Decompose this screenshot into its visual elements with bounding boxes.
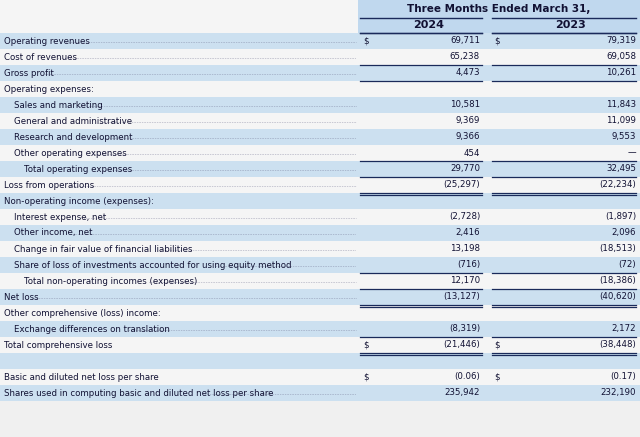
Text: (18,513): (18,513) (599, 244, 636, 253)
Text: $: $ (363, 372, 369, 382)
Text: (0.06): (0.06) (454, 372, 480, 382)
Text: 2023: 2023 (555, 20, 586, 30)
Text: Interest expense, net: Interest expense, net (14, 212, 106, 222)
Bar (0, 289, 640, 305)
Bar (0, 321, 640, 337)
Text: 32,495: 32,495 (606, 164, 636, 173)
Bar (0, 161, 640, 177)
Bar (0, 0, 358, 18)
Text: Total non-operating incomes (expenses): Total non-operating incomes (expenses) (24, 277, 197, 285)
Text: (1,897): (1,897) (605, 212, 636, 222)
Text: 12,170: 12,170 (450, 277, 480, 285)
Text: Three Months Ended March 31,: Three Months Ended March 31, (407, 3, 591, 14)
Text: (18,386): (18,386) (599, 277, 636, 285)
Bar (0, 337, 640, 353)
Text: Operating revenues: Operating revenues (4, 37, 90, 45)
Text: 232,190: 232,190 (600, 388, 636, 398)
Text: (22,234): (22,234) (599, 180, 636, 190)
Text: $: $ (363, 340, 369, 350)
Text: Total operating expenses: Total operating expenses (24, 164, 132, 173)
Bar (0, 369, 640, 385)
Text: 10,261: 10,261 (606, 69, 636, 77)
Text: Total comprehensive loss: Total comprehensive loss (4, 340, 113, 350)
Text: $: $ (494, 340, 499, 350)
Text: 29,770: 29,770 (450, 164, 480, 173)
Text: 13,198: 13,198 (450, 244, 480, 253)
Text: (2,728): (2,728) (449, 212, 480, 222)
Text: (38,448): (38,448) (599, 340, 636, 350)
Text: 9,366: 9,366 (456, 132, 480, 142)
Bar (0, 241, 640, 257)
Text: 11,843: 11,843 (606, 101, 636, 110)
Bar (0, 145, 640, 161)
Bar (0, 193, 640, 209)
Text: Sales and marketing: Sales and marketing (14, 101, 103, 110)
Text: (21,446): (21,446) (444, 340, 480, 350)
Text: Change in fair value of financial liabilities: Change in fair value of financial liabil… (14, 244, 193, 253)
Bar (0, 305, 640, 321)
Text: 69,058: 69,058 (606, 52, 636, 62)
Text: Share of loss of investments accounted for using equity method: Share of loss of investments accounted f… (14, 260, 291, 270)
Text: Operating expenses:: Operating expenses: (4, 84, 94, 94)
Text: Other operating expenses: Other operating expenses (14, 149, 127, 157)
Bar (358, 18, 640, 33)
Text: 65,238: 65,238 (450, 52, 480, 62)
Bar (0, 49, 640, 65)
Text: —: — (627, 149, 636, 157)
Text: 11,099: 11,099 (606, 117, 636, 125)
Bar (0, 225, 640, 241)
Bar (0, 113, 640, 129)
Bar (0, 33, 640, 49)
Text: Gross profit: Gross profit (4, 69, 54, 77)
Text: (0.17): (0.17) (611, 372, 636, 382)
Text: 9,553: 9,553 (611, 132, 636, 142)
Text: General and administrative: General and administrative (14, 117, 132, 125)
Text: Shares used in computing basic and diluted net loss per share: Shares used in computing basic and dilut… (4, 388, 273, 398)
Bar (0, 97, 640, 113)
Text: 69,711: 69,711 (450, 37, 480, 45)
Text: $: $ (494, 372, 499, 382)
Bar (0, 65, 640, 81)
Text: Other income, net: Other income, net (14, 229, 93, 237)
Text: Exchange differences on translation: Exchange differences on translation (14, 325, 170, 333)
Text: 10,581: 10,581 (450, 101, 480, 110)
Text: (25,297): (25,297) (444, 180, 480, 190)
Text: 2,416: 2,416 (456, 229, 480, 237)
Text: Cost of revenues: Cost of revenues (4, 52, 77, 62)
Text: $: $ (494, 37, 499, 45)
Text: 2024: 2024 (413, 20, 445, 30)
Text: Basic and diluted net loss per share: Basic and diluted net loss per share (4, 372, 159, 382)
Text: 235,942: 235,942 (445, 388, 480, 398)
Bar (0, 177, 640, 193)
Text: Net loss: Net loss (4, 292, 38, 302)
Text: Non-operating income (expenses):: Non-operating income (expenses): (4, 197, 154, 205)
Text: Other comprehensive (loss) income:: Other comprehensive (loss) income: (4, 309, 161, 318)
Text: (13,127): (13,127) (444, 292, 480, 302)
Bar (0, 81, 640, 97)
Text: (8,319): (8,319) (449, 325, 480, 333)
Text: $: $ (363, 37, 369, 45)
Text: 4,473: 4,473 (456, 69, 480, 77)
Text: Research and development: Research and development (14, 132, 132, 142)
Bar (0, 18, 358, 33)
Text: 2,096: 2,096 (611, 229, 636, 237)
Text: (716): (716) (457, 260, 480, 270)
Text: 9,369: 9,369 (456, 117, 480, 125)
Bar (358, 0, 640, 18)
Text: 2,172: 2,172 (611, 325, 636, 333)
Text: (40,620): (40,620) (599, 292, 636, 302)
Bar (0, 129, 640, 145)
Bar (0, 385, 640, 401)
Text: Loss from operations: Loss from operations (4, 180, 94, 190)
Text: 454: 454 (463, 149, 480, 157)
Text: (72): (72) (618, 260, 636, 270)
Bar (0, 273, 640, 289)
Bar (0, 353, 640, 369)
Bar (0, 257, 640, 273)
Bar (0, 209, 640, 225)
Text: 79,319: 79,319 (606, 37, 636, 45)
